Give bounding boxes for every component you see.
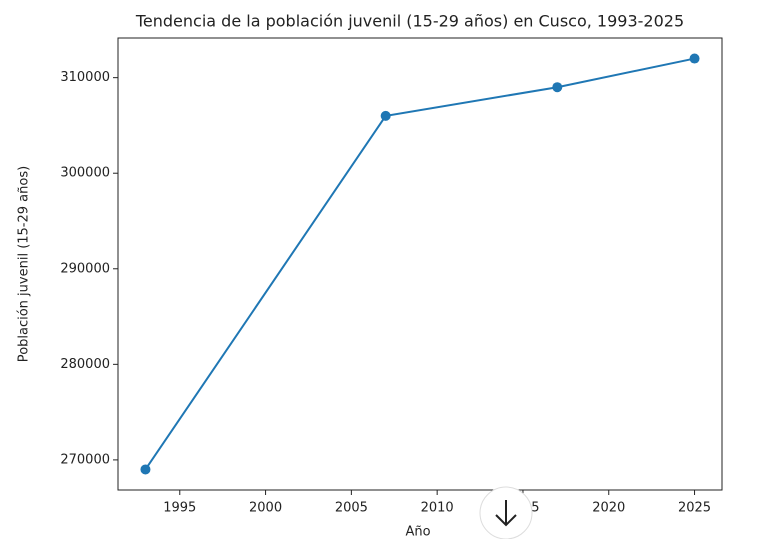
data-point bbox=[140, 464, 151, 475]
y-axis-label: Población juvenil (15-29 años) bbox=[17, 166, 32, 362]
data-point bbox=[552, 82, 563, 93]
x-tick-label: 2025 bbox=[678, 501, 711, 516]
scroll-down-button[interactable] bbox=[479, 486, 533, 539]
x-tick-label: 2000 bbox=[249, 501, 282, 516]
chart-title: Tendencia de la población juvenil (15-29… bbox=[135, 12, 684, 31]
y-tick-label: 280000 bbox=[60, 357, 110, 372]
x-axis-label: Año bbox=[405, 525, 430, 539]
data-line bbox=[144, 57, 695, 471]
data-point bbox=[380, 110, 391, 121]
data-point bbox=[689, 53, 700, 64]
y-tick-label: 310000 bbox=[60, 70, 110, 85]
plot-frame bbox=[117, 37, 723, 491]
plot-layer: 270000 280000 290000 300000 310000 1995 2000 20… bbox=[60, 37, 723, 516]
y-tick-label: 290000 bbox=[60, 261, 110, 276]
x-tick-label: 1995 bbox=[163, 501, 196, 516]
x-tick-label: 2010 bbox=[421, 501, 454, 516]
x-tick-label: 2020 bbox=[592, 501, 625, 516]
y-tick-label: 300000 bbox=[60, 166, 110, 181]
arrow-icon[interactable] bbox=[495, 500, 517, 527]
x-tick-label: 2005 bbox=[335, 501, 368, 516]
y-tick-label: 270000 bbox=[60, 452, 110, 467]
